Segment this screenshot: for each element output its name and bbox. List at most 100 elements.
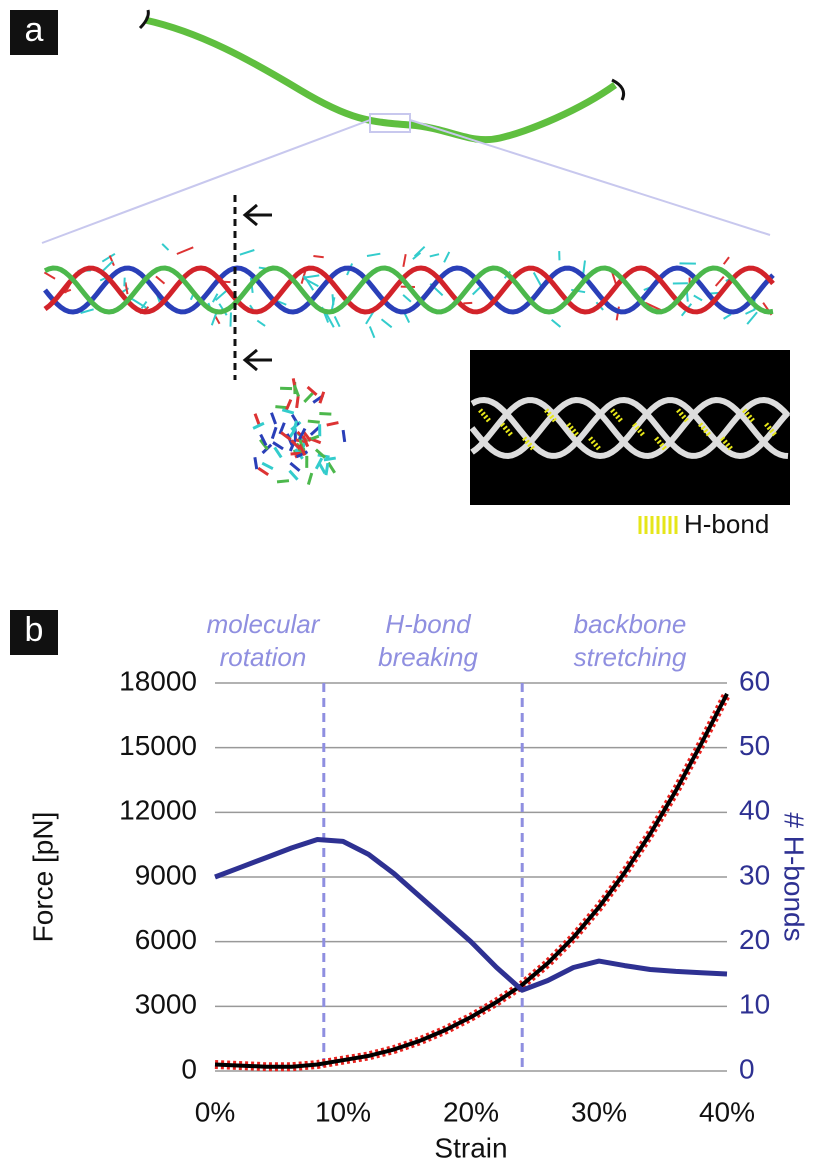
hbond-panel (470, 350, 790, 505)
atom-stick (273, 446, 283, 459)
y-tick-label: 3000 (135, 989, 197, 1020)
atom-stick (303, 274, 320, 279)
phase-annotation: H-bond (385, 609, 472, 639)
atom-stick (443, 251, 451, 263)
atom-stick (272, 441, 284, 451)
atom-stick (714, 275, 725, 287)
atom-stick (261, 461, 274, 470)
strand (470, 397, 791, 460)
atom-stick (289, 461, 301, 472)
atom-stick (101, 252, 116, 263)
atom-stick (463, 301, 473, 305)
phase-annotation: stretching (574, 642, 687, 672)
atom-stick (326, 421, 339, 427)
y2-tick-label: 10 (739, 989, 770, 1020)
atom-stick (295, 450, 309, 459)
atom-stick (298, 443, 307, 457)
atom-stick (256, 319, 266, 327)
hbond-line (214, 837, 728, 993)
atom-stick (295, 395, 300, 409)
hbond (698, 422, 712, 438)
atom-stick (155, 275, 166, 285)
hbond (544, 408, 558, 424)
phase-annotation: rotation (220, 642, 307, 672)
atom-stick (693, 294, 703, 302)
atom-stick (302, 430, 312, 442)
atom-stick (307, 419, 320, 424)
hbond (632, 422, 646, 438)
hbond-legend-label: H-bond (684, 509, 769, 539)
atom-stick (108, 255, 115, 267)
atom-stick (130, 297, 148, 309)
hbond (720, 436, 734, 452)
hbond (478, 408, 492, 424)
force-line (214, 692, 729, 1069)
hbond (588, 436, 602, 452)
atom-stick (140, 301, 148, 309)
atom-stick (366, 252, 381, 258)
panel-label: b (25, 611, 44, 649)
atom-stick (413, 245, 426, 258)
atom-stick (301, 434, 310, 448)
atom-stick (325, 312, 335, 328)
zoom-lines (41, 119, 771, 244)
atom-stick (303, 392, 314, 403)
atom-stick (323, 456, 336, 462)
strand (43, 265, 774, 315)
x-tick-label: 30% (571, 1096, 627, 1127)
atom-stick (402, 253, 407, 268)
y2-axis-label: # H-bonds (779, 812, 810, 941)
y-tick-label: 9000 (135, 859, 197, 890)
atom-stick (412, 252, 422, 260)
atom-stick (280, 431, 292, 441)
y-tick-label: 6000 (135, 924, 197, 955)
y2-tick-label: 20 (739, 924, 770, 955)
y-tick-label: 0 (181, 1053, 197, 1084)
fiber (144, 16, 618, 144)
x-axis-label: Strain (434, 1132, 507, 1163)
atom-stick (722, 256, 730, 265)
cross-section (252, 378, 347, 485)
atom-stick (252, 421, 265, 430)
atom-stick (291, 420, 299, 433)
y-tick-label: 18000 (119, 665, 197, 696)
atom-stick (281, 408, 295, 415)
atom-stick (211, 293, 219, 303)
atom-stick (239, 249, 255, 256)
strand (469, 396, 789, 460)
phase-annotation: molecular (207, 609, 321, 639)
atom-stick (270, 412, 278, 425)
atom-stick (306, 472, 314, 485)
y-tick-label: 12000 (119, 795, 197, 826)
hbond (610, 408, 624, 424)
atom-stick (259, 433, 268, 446)
atom-stick (275, 405, 288, 410)
atom-stick (257, 466, 270, 477)
y2-tick-label: 30 (739, 859, 770, 890)
x-tick-label: 10% (315, 1096, 371, 1127)
atom-stick (270, 426, 278, 440)
y2-tick-label: 0 (739, 1053, 755, 1084)
atom-stick (402, 294, 412, 303)
hbond (654, 436, 668, 452)
hbond (566, 422, 580, 438)
strand (43, 265, 775, 315)
phase-annotation: backbone (574, 609, 687, 639)
atom-stick (380, 318, 393, 329)
triple-helix (43, 243, 775, 339)
phase-annotation: breaking (378, 642, 478, 672)
atom-stick (314, 448, 326, 459)
panel-label-box (10, 610, 58, 655)
atom-stick (327, 461, 336, 474)
atom-stick (341, 429, 347, 443)
atom-stick (306, 385, 318, 396)
arrows (242, 203, 272, 372)
hbond-strands (469, 396, 791, 460)
atom-stick (333, 315, 341, 328)
y2-tick-label: 60 (739, 665, 770, 696)
atom-stick (124, 282, 129, 295)
atom-stick (551, 318, 562, 328)
strand (43, 265, 775, 315)
hbond (522, 436, 536, 452)
